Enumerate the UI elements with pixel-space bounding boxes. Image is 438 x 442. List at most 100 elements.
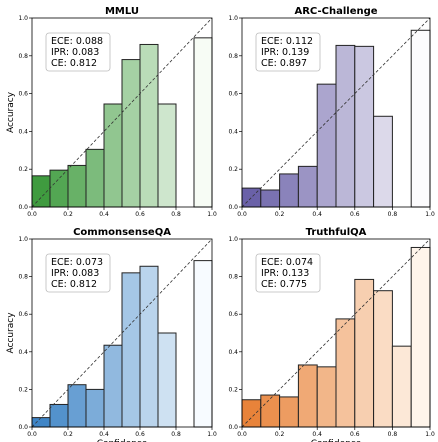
bar: [85, 148, 105, 208]
bar: [67, 164, 87, 208]
y-tick-label: 0.8: [18, 53, 28, 60]
bar: [67, 384, 87, 428]
chart-title: TruthfulQA: [306, 227, 367, 238]
x-tick-label: 0.0: [27, 211, 37, 218]
x-tick-label: 0.0: [27, 431, 37, 438]
x-tick-label: 0.6: [350, 211, 360, 218]
bar: [260, 394, 281, 428]
y-tick-label: 0.4: [18, 349, 28, 356]
stats-line: CE: 0.775: [261, 279, 307, 290]
bar: [260, 189, 281, 208]
y-tick-label: 1.0: [228, 236, 238, 243]
bar: [316, 83, 337, 208]
bar: [49, 403, 69, 428]
bar: [391, 345, 412, 428]
x-tick-label: 0.0: [237, 211, 247, 218]
chart-panel-2: 0.0 0.2 0.4 0.6 0.8 1.0 0.0 0.2 0.4 0.6 0.8 1.0 ARC-…: [228, 6, 434, 218]
stats-box: [45, 253, 111, 293]
stats-line: ECE: 0.088: [51, 36, 103, 47]
x-tick-label: 0.4: [312, 211, 322, 218]
y-tick-label: 0.6: [228, 91, 238, 98]
chart-title: CommonsenseQA: [73, 227, 171, 238]
bar: [157, 332, 177, 428]
axes-frame: [241, 238, 431, 428]
y-tick-label: 0.4: [228, 349, 238, 356]
x-tick-label: 0.6: [350, 431, 360, 438]
stats-box: [45, 32, 111, 72]
stats-line: ECE: 0.112: [261, 36, 313, 47]
stats-line: ECE: 0.074: [261, 257, 313, 268]
chart-title: ARC-Challenge: [294, 6, 377, 17]
y-tick-label: 0.4: [18, 128, 28, 135]
axes-frame: [31, 17, 213, 208]
bar: [121, 272, 141, 428]
diagonal-line: [31, 17, 213, 208]
chart-title: MMLU: [105, 6, 139, 17]
bar: [279, 396, 299, 428]
bar: [85, 388, 105, 428]
diagonal-line: [241, 17, 431, 208]
bar: [103, 103, 123, 208]
x-tick-label: 0.8: [171, 431, 181, 438]
bar: [297, 165, 318, 208]
bar: [297, 364, 318, 428]
y-tick-label: 0.8: [18, 274, 28, 281]
bar: [335, 318, 356, 428]
x-axis-label: Confidence: [311, 439, 362, 442]
y-tick-label: 0.6: [18, 311, 28, 318]
bar: [373, 115, 393, 208]
x-tick-label: 0.4: [99, 431, 109, 438]
y-tick-label: 0.6: [18, 91, 28, 98]
bar: [193, 37, 213, 208]
axes-frame: [241, 17, 431, 208]
bar: [410, 29, 431, 208]
bar: [354, 45, 375, 208]
bar: [139, 265, 159, 428]
y-tick-label: 0.6: [228, 311, 238, 318]
y-tick-label: 1.0: [18, 15, 28, 22]
stats-line: CE: 0.812: [51, 279, 97, 290]
x-tick-label: 0.6: [135, 211, 145, 218]
y-tick-label: 0.2: [228, 166, 238, 173]
x-tick-label: 1.0: [207, 211, 217, 218]
bar: [373, 290, 393, 428]
bar: [335, 44, 356, 208]
y-tick-label: 0.0: [228, 204, 238, 211]
y-tick-label: 0.4: [228, 128, 238, 135]
x-tick-label: 0.8: [171, 211, 181, 218]
y-tick-label: 1.0: [18, 236, 28, 243]
bar: [410, 246, 431, 428]
x-tick-label: 0.2: [63, 431, 73, 438]
stats-line: IPR: 0.133: [261, 268, 309, 279]
bar: [279, 173, 299, 208]
bar: [241, 399, 262, 428]
stats-line: CE: 0.897: [261, 58, 307, 69]
bar: [157, 103, 177, 208]
bar: [139, 43, 159, 208]
chart-panel-1: 0.0 0.2 0.4 0.6 0.8 1.0 0.0 0.2 0.4 0.6 0.8 1.0 MMLU…: [6, 6, 217, 218]
y-tick-label: 0.2: [228, 386, 238, 393]
y-tick-label: 0.8: [228, 53, 238, 60]
y-tick-label: 0.8: [228, 274, 238, 281]
stats-line: IPR: 0.083: [51, 268, 99, 279]
x-axis-label: Confidence: [97, 439, 148, 442]
bar: [316, 366, 337, 428]
x-tick-label: 0.8: [388, 211, 398, 218]
x-tick-label: 0.2: [275, 431, 285, 438]
y-tick-label: 1.0: [228, 15, 238, 22]
x-tick-label: 0.2: [63, 211, 73, 218]
diagonal-line: [241, 238, 431, 428]
y-tick-label: 0.2: [18, 386, 28, 393]
stats-box: [255, 253, 321, 293]
x-tick-label: 0.4: [99, 211, 109, 218]
x-tick-label: 0.8: [388, 431, 398, 438]
stats-line: IPR: 0.139: [261, 47, 309, 58]
chart-panel-4: 0.0 0.2 0.4 0.6 0.8 1.0 0.0 0.2 0.4 0.6 0.8 1.0 Trut…: [228, 227, 434, 442]
stats-line: ECE: 0.073: [51, 257, 103, 268]
bar: [121, 59, 141, 208]
diagonal-line: [31, 238, 213, 428]
bar: [49, 169, 69, 208]
x-tick-label: 1.0: [425, 211, 435, 218]
x-tick-label: 0.4: [312, 431, 322, 438]
bar: [354, 278, 375, 428]
